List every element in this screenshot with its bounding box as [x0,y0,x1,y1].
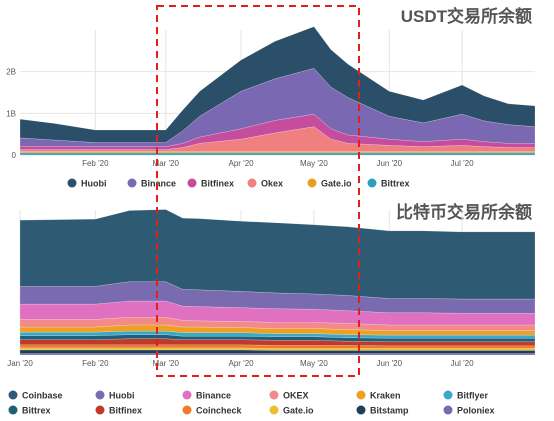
legend-label: Binance [141,179,176,189]
legend-label: Bitfinex [201,179,234,189]
area-poloniex [19,353,536,356]
x-tick-label: Jun '20 [376,359,402,368]
x-tick-label: May '20 [300,159,328,168]
x-tick-label: May '20 [300,359,328,368]
x-tick-label: Feb '20 [82,159,109,168]
legend-marker [95,405,105,415]
legend-marker [187,178,197,188]
btc-legend: Coinbase Huobi Binance OKEX Kraken Bitflyer Bi… [8,390,495,416]
btc-chart-title: 比特币交易所余额 [396,202,532,222]
x-tick-label: Mar '20 [153,359,180,368]
area-huobi [19,26,536,143]
legend-label: Gate.io [321,179,352,189]
legend-label: Huobi [109,391,135,401]
usdt-stacked-areas [19,26,536,156]
x-tick-label: Jul '20 [451,359,474,368]
x-tick-label: Jun '20 [376,159,402,168]
legend-marker [8,405,18,415]
legend-marker [307,178,317,188]
legend-marker [67,178,77,188]
x-tick-label: Apr '20 [229,159,255,168]
legend-label: Poloniex [457,406,495,416]
legend-label: Bitflyer [457,391,489,401]
y-tick-label: 2B [6,68,16,77]
legend-label: Huobi [81,179,107,189]
area-bittrex [19,152,536,156]
legend-label: Coincheck [196,406,243,416]
legend-marker [367,178,377,188]
legend-label: Bittrex [22,406,51,416]
x-tick-label: Jan '20 [7,359,33,368]
legend-marker [8,390,18,400]
legend-label: Kraken [370,391,401,401]
btc-stacked-areas [19,209,536,356]
legend-marker [356,390,366,400]
usdt-balance-chart: USDT交易所余额 0 1B 2B Feb '20 Mar '20 Apr '20 May… [6,6,536,189]
usdt-x-ticks: Feb '20 Mar '20 Apr '20 May '20 Jun '20 Jul '… [82,159,474,168]
legend-marker [269,390,279,400]
x-tick-label: Feb '20 [82,359,109,368]
legend-label: Binance [196,391,231,401]
usdt-y-ticks: 0 1B 2B [6,68,16,160]
usdt-chart-title: USDT交易所余额 [401,6,532,26]
legend-marker [356,405,366,415]
legend-label: Bittrex [381,179,410,189]
legend-label: OKEX [283,391,309,401]
legend-marker [182,390,192,400]
legend-marker [443,405,453,415]
btc-x-ticks: Jan '20 Feb '20 Mar '20 Apr '20 May '20 Jun '… [7,359,474,368]
legend-marker [182,405,192,415]
legend-marker [443,390,453,400]
btc-balance-chart: 比特币交易所余额 Jan '20 Feb '20 Mar '20 Apr '20 May… [7,202,536,416]
legend-marker [247,178,257,188]
y-tick-label: 0 [12,151,17,160]
legend-label: Coinbase [22,391,63,401]
legend-label: Bitstamp [370,406,409,416]
x-tick-label: Apr '20 [229,359,255,368]
x-tick-label: Mar '20 [153,159,180,168]
usdt-legend: Huobi Binance Bitfinex Okex Gate.io Bittrex [67,178,410,189]
legend-label: Okex [261,179,283,189]
highlight-box [156,5,360,377]
legend-marker [95,390,105,400]
legend-label: Gate.io [283,406,314,416]
legend-label: Bitfinex [109,406,142,416]
legend-marker [127,178,137,188]
y-tick-label: 1B [6,109,16,118]
area-coinbase [19,209,536,300]
x-tick-label: Jul '20 [451,159,474,168]
legend-marker [269,405,279,415]
